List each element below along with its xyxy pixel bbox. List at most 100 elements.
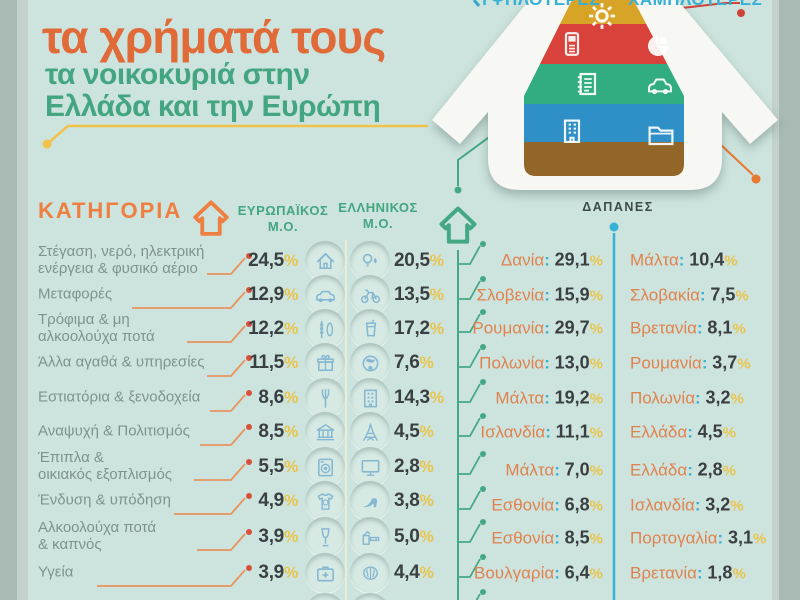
first-aid-icon	[314, 562, 337, 585]
lower-expense: Βρετανία: 1,8%	[630, 562, 746, 583]
eu-icon-circle	[305, 481, 345, 521]
house-icon	[314, 250, 337, 273]
row-connector	[207, 355, 252, 377]
row-connector	[458, 554, 486, 578]
higher-expense: Σλοβενία: 15,9%	[476, 284, 603, 305]
eu-value: 11,5%	[249, 352, 298, 373]
category-label: Άλλα αγαθά & υπηρεσίες	[38, 353, 205, 371]
gr-icon-circle	[350, 447, 390, 487]
category-header: ΚΑΤΗΓΟΡΙΑ	[38, 198, 183, 223]
gr-value: 17,2%	[394, 318, 444, 339]
higher-expense: Πολωνία: 13,0%	[479, 352, 603, 373]
higher-expense: Μάλτα: 7,0%	[505, 459, 603, 480]
green-dot	[454, 186, 462, 194]
higher-expense: Ρουμανία: 29,7%	[472, 317, 603, 338]
hotel-icon	[359, 387, 382, 410]
eu-icon-circle	[305, 517, 345, 557]
row-connector	[210, 390, 252, 412]
expenses-divider-dot	[609, 222, 619, 232]
gr-value: 14,3%	[394, 387, 444, 408]
row-connector	[458, 486, 486, 510]
gr-icon-circle	[350, 553, 390, 593]
category-label: Αναψυχή & Πολιτισμός	[38, 422, 190, 440]
row-connector	[475, 589, 486, 600]
subtitle-line2: Ελλάδα και την Ευρώπη	[45, 90, 381, 123]
row-connector	[200, 424, 252, 446]
lower-expense: Μάλτα: 10,4%	[630, 249, 738, 270]
yellow-connector-line	[46, 124, 428, 145]
subtitle-line1: τα νοικοκυριά στην	[45, 58, 310, 91]
lower-expense: Πορτογαλία: 3,1%	[630, 527, 767, 548]
category-label: Έπιπλα & οικιακός εξοπλισμός	[38, 449, 173, 483]
eu-value: 8,5%	[258, 421, 298, 442]
right-edge-bar	[779, 0, 800, 600]
higher-expense: Μάλτα: 19,2%	[495, 387, 603, 408]
gr-icon-circle	[350, 481, 390, 521]
orange-dot	[751, 174, 761, 184]
brain-icon	[359, 562, 382, 585]
higher-expense: Βουλγαρία: 6,4%	[474, 562, 603, 583]
band-brown	[524, 142, 684, 176]
lower-expense: Βρετανία: 8,1%	[630, 317, 746, 338]
category-label: Αλκοολούχα ποτά & καπνός	[38, 519, 157, 553]
museum-icon	[314, 421, 337, 444]
row-connector	[174, 493, 252, 515]
higher-expense: Εσθονία: 8,5%	[491, 527, 603, 548]
lower-expense: Ελλάδα: 2,8%	[630, 459, 736, 480]
row-connector	[194, 459, 252, 481]
house-illustration	[432, 0, 778, 190]
category-label: Μεταφορές	[38, 285, 113, 303]
eu-value: 12,2%	[248, 318, 298, 339]
tv-icon	[359, 456, 382, 479]
gr-icon-circle	[350, 275, 390, 315]
gr-average-header: ΕΛΛΗΝΙΚΟΣ Μ.Ο.	[338, 200, 418, 232]
globe-icon	[359, 352, 382, 375]
row-connector	[132, 287, 252, 309]
eu-value: 12,9%	[248, 284, 298, 305]
eu-icon-circle	[305, 447, 345, 487]
left-edge-bar	[0, 0, 17, 600]
row-connector	[197, 529, 252, 551]
gift-icon	[314, 352, 337, 375]
expenses-header: ΔΑΠΑΝΕΣ	[582, 200, 654, 214]
left-edge-highlight	[17, 0, 28, 600]
wine-glass-icon	[314, 526, 337, 549]
lower-expense: Ισλανδία: 3,2%	[630, 494, 744, 515]
tshirt-icon	[314, 490, 337, 513]
eiffel-tower-icon	[359, 421, 382, 444]
red-connector-line	[664, 1, 740, 11]
gr-value: 5,0%	[394, 526, 434, 547]
row-connector	[458, 379, 486, 403]
row-connector	[458, 413, 486, 437]
washing-machine-icon	[314, 456, 337, 479]
blue-tick	[472, 0, 481, 7]
lower-expense: Ρουμανία: 3,7%	[630, 352, 751, 373]
row-connector	[458, 519, 486, 543]
eu-icon-circle	[305, 593, 345, 600]
higher-expense: Δανία: 29,1%	[500, 249, 603, 270]
eu-icon-circle	[305, 412, 345, 452]
row-connector	[458, 451, 486, 475]
high-heel-icon	[359, 490, 382, 513]
gr-value: 13,5%	[394, 284, 444, 305]
band-blue	[524, 104, 684, 142]
eu-icon-circle	[305, 275, 345, 315]
eu-icon-circle	[305, 343, 345, 383]
eu-icon-circle	[305, 309, 345, 349]
bicycle-icon	[359, 284, 382, 307]
food-skewer-icon	[314, 318, 337, 341]
row-connector	[458, 309, 486, 333]
category-label: Εστιατόρια & ξενοδοχεία	[38, 388, 201, 406]
row-connector	[458, 344, 486, 368]
category-label: Υγεία	[38, 563, 74, 581]
lower-expense: Σλοβακία: 7,5%	[630, 284, 749, 305]
drink-icon	[359, 318, 382, 341]
eu-value: 4,9%	[258, 490, 298, 511]
gr-value: 7,6%	[394, 352, 434, 373]
category-label: Ένδυση & υπόδηση	[38, 491, 171, 509]
band-green	[524, 64, 684, 104]
higher-expense: Εσθονία: 6,8%	[491, 494, 603, 515]
gr-icon-circle	[350, 412, 390, 452]
